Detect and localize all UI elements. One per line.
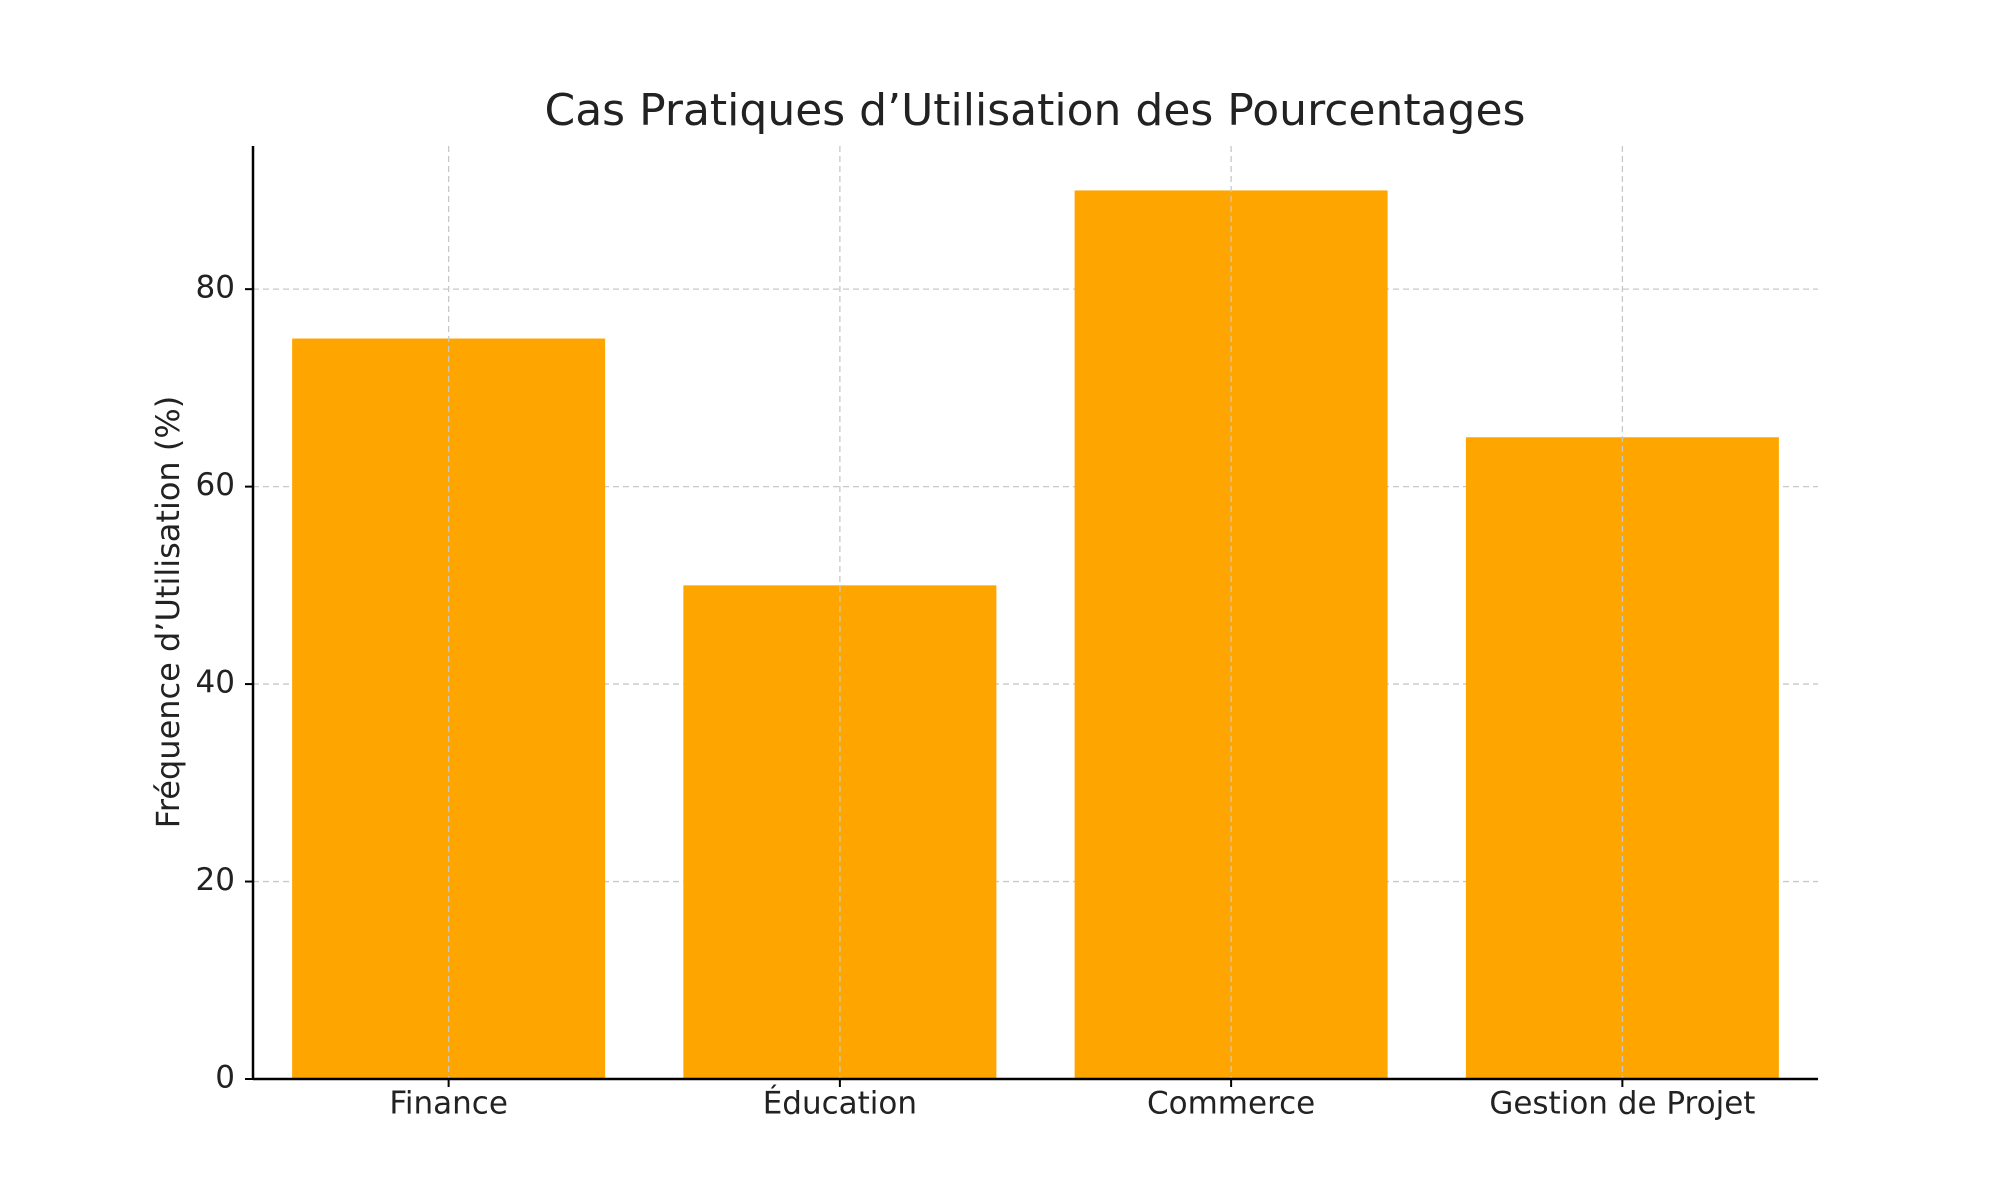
x-tick-label: Gestion de Projet: [1489, 1086, 1755, 1122]
x-tick-label: Éducation: [763, 1086, 917, 1122]
x-tick-label: Finance: [389, 1086, 508, 1122]
y-tick-label: 40: [196, 665, 235, 701]
y-tick-label: 0: [215, 1060, 235, 1096]
y-tick-label: 80: [196, 270, 235, 306]
chart-title: Cas Pratiques d’Utilisation des Pourcent…: [545, 85, 1526, 136]
bar: [1074, 190, 1388, 1079]
y-tick-label: 60: [196, 467, 235, 503]
x-tick-label: Commerce: [1147, 1086, 1315, 1122]
y-axis-label: Fréquence d’Utilisation (%): [149, 396, 187, 828]
y-tick-label: 20: [196, 862, 235, 898]
